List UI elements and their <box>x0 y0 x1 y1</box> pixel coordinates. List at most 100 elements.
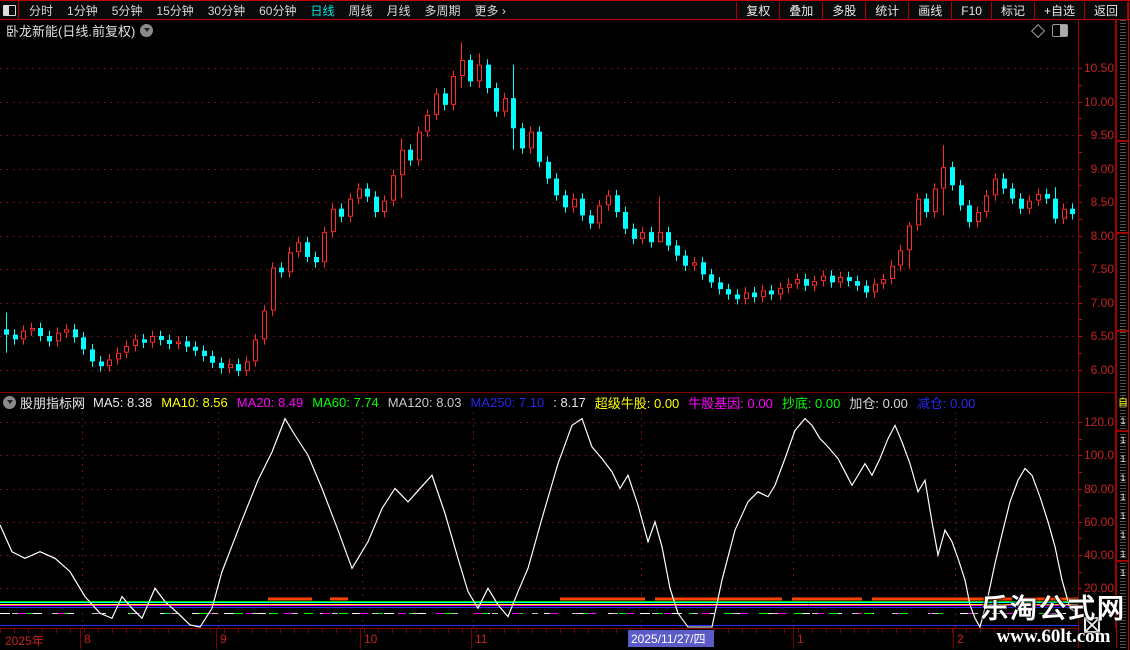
indicator-subchart[interactable] <box>0 412 1078 628</box>
top-toolbar: 分时 1分钟 5分钟 15分钟 30分钟 60分钟 日线 周线 月线 多周期 更多 › 复权 叠加 多股… <box>0 0 1130 19</box>
period-tabs: 分时 1分钟 5分钟 15分钟 30分钟 60分钟 日线 周线 月线 多周期 更多 › <box>19 2 736 19</box>
month-tick <box>953 629 954 649</box>
price-tickmark <box>1078 303 1082 304</box>
watermark: 乐淘公式网 www.60lt.com <box>981 587 1126 648</box>
right-strip-label: 自 <box>1118 398 1128 409</box>
legend-item: 减仓: 0.00 <box>916 395 976 411</box>
stock-title: 卧龙新能(日线.前复权) <box>6 23 136 39</box>
indicator-legend: 股朋指标网 MA5: 8.38 MA10: 8.56 MA20: 8.49 MA60:… <box>0 393 1078 411</box>
period-tab-分时[interactable]: 分时 <box>29 3 54 18</box>
right-strip-divider <box>1117 430 1128 432</box>
toolbar-button-多股[interactable]: 多股 <box>822 1 865 19</box>
price-tick-label: 7.00 <box>1090 295 1114 310</box>
price-tickmark <box>1078 269 1082 270</box>
window-right-border <box>1128 0 1129 650</box>
price-tickmark <box>1078 319 1082 320</box>
legend-item: MA5: 8.38 <box>93 394 153 410</box>
watermark-logo-icon <box>1084 617 1100 633</box>
period-tab-1分钟[interactable]: 1分钟 <box>67 3 98 18</box>
legend-item: MA120: 8.03 <box>387 394 462 410</box>
pane-icon <box>2 4 16 16</box>
legend-item: 牛股基因: 0.00 <box>688 395 773 411</box>
diamond-icon[interactable] <box>1030 23 1046 38</box>
period-tab-5分钟[interactable]: 5分钟 <box>111 3 143 18</box>
month-tick <box>360 629 361 649</box>
panel-toggle-icon[interactable] <box>1052 24 1068 37</box>
price-tickmark <box>1078 68 1082 69</box>
current-date-label: 2025/11/27/四 <box>631 632 706 646</box>
legend-item: MA60: 7.74 <box>312 394 379 410</box>
period-tab-日线[interactable]: 日线 <box>310 3 335 18</box>
price-tickmark <box>1078 286 1082 287</box>
price-tick-label: 9.00 <box>1090 161 1114 176</box>
price-tick-label: 9.50 <box>1090 128 1114 142</box>
period-tab-多周期[interactable]: 多周期 <box>424 3 461 18</box>
month-label-8: 8 <box>84 632 91 646</box>
toolbar-button-+自选[interactable]: +自选 <box>1033 1 1084 19</box>
toolbar-button-画线[interactable]: 画线 <box>908 1 951 19</box>
indicator-tickmark <box>1078 522 1082 523</box>
month-label-10: 10 <box>364 632 378 646</box>
indicator-tick-label: 60.00 <box>1083 514 1114 529</box>
main-candlestick-chart[interactable] <box>0 40 1078 392</box>
price-tick-label: 7.50 <box>1090 262 1114 276</box>
toolbar-button-F10[interactable]: F10 <box>951 1 991 19</box>
indicator-tickmark <box>1078 455 1082 456</box>
price-tickmark <box>1078 152 1082 153</box>
period-tab-更多 ›[interactable]: 更多 › <box>474 3 506 18</box>
title-row-icons <box>1030 23 1068 38</box>
indicator-tickmark <box>1078 422 1082 423</box>
layout-toggle-button[interactable] <box>0 1 19 19</box>
price-tickmark <box>1078 118 1082 119</box>
price-tick-label: 6.50 <box>1090 329 1114 343</box>
price-tickmark <box>1078 185 1082 186</box>
month-label-11: 11 <box>475 632 488 646</box>
title-dropdown-icon[interactable] <box>140 23 154 37</box>
month-label-9: 9 <box>220 632 227 646</box>
right-strip-divider <box>1117 330 1128 332</box>
legend-item: MA20: 8.49 <box>236 394 304 410</box>
indicator-tickmark <box>1078 605 1082 606</box>
indicator-tickmark <box>1078 472 1082 473</box>
indicator-tickmark <box>1078 538 1082 539</box>
toolbar-right-buttons: 复权 叠加 多股 统计 画线 F10 标记 +自选 返回 <box>736 1 1128 19</box>
right-strip-divider <box>1117 140 1128 142</box>
price-tickmark <box>1078 336 1082 337</box>
right-edge-vertical-strip[interactable] <box>1116 20 1128 648</box>
period-tab-月线[interactable]: 月线 <box>386 3 411 18</box>
month-tick <box>80 629 81 649</box>
period-tab-周线[interactable]: 周线 <box>348 3 373 18</box>
price-tick-label: 6.00 <box>1090 362 1114 377</box>
toolbar-button-叠加[interactable]: 叠加 <box>779 1 822 19</box>
price-tickmark <box>1078 219 1082 220</box>
indicator-tickmark <box>1078 505 1082 506</box>
indicator-tickmark <box>1078 588 1082 589</box>
month-tick <box>471 629 472 649</box>
legend-item: 超级牛股: 0.00 <box>594 395 680 411</box>
indicator-dropdown-icon[interactable] <box>3 395 16 409</box>
indicator-source-label: 股朋指标网 <box>20 395 86 411</box>
title-row: 卧龙新能(日线.前复权) <box>0 20 1072 40</box>
price-tickmark <box>1078 236 1082 237</box>
indicator-tickmark <box>1078 439 1082 440</box>
price-tick-label: 10.00 <box>1083 94 1114 109</box>
price-tickmark <box>1078 102 1082 103</box>
toolbar-button-复权[interactable]: 复权 <box>736 1 779 19</box>
legend-item: : 8.17 <box>553 394 586 410</box>
legend-item: MA250: 7.10 <box>470 394 545 410</box>
legend-item: MA10: 8.56 <box>161 394 228 410</box>
watermark-site-name: 乐淘公式网 <box>981 594 1126 624</box>
month-label-2: 2 <box>957 632 964 646</box>
toolbar-button-标记[interactable]: 标记 <box>990 1 1034 19</box>
date-axis: 2025年 2025/11/27/四 8 9 10 11 1 2 <box>0 628 1078 649</box>
toolbar-button-统计[interactable]: 统计 <box>865 1 908 19</box>
period-tab-30分钟[interactable]: 30分钟 <box>207 3 246 18</box>
price-tick-label: 10.50 <box>1083 61 1114 75</box>
price-tickmark <box>1078 252 1082 253</box>
period-tab-60分钟[interactable]: 60分钟 <box>259 3 297 18</box>
legend-item: 抄底: 0.00 <box>781 395 841 411</box>
indicator-tick-label: 80.00 <box>1083 481 1114 496</box>
period-tab-15分钟[interactable]: 15分钟 <box>156 3 194 18</box>
toolbar-button-返回[interactable]: 返回 <box>1083 1 1128 19</box>
